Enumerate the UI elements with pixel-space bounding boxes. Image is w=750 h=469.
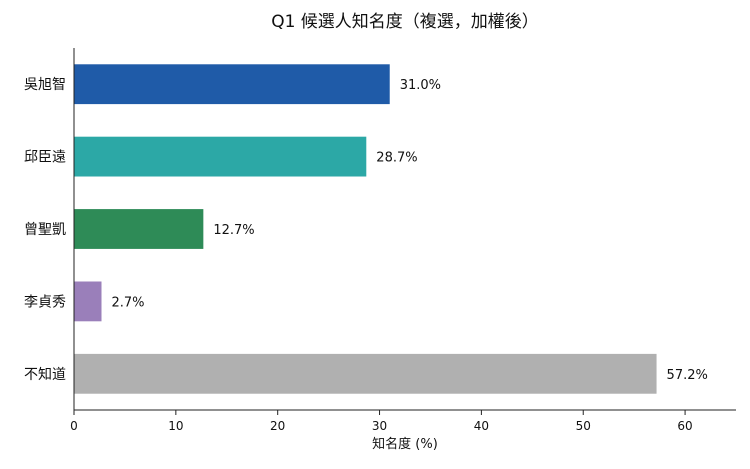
value-label: 57.2% [667,368,708,383]
x-tick-label: 20 [270,419,285,433]
bar-2 [74,209,204,249]
bar-3 [74,281,102,322]
category-label: 吳旭智 [24,77,66,93]
x-axis-ticks: 0 10 20 30 40 50 60 [70,410,693,433]
x-axis-title: 知名度 (%) [372,436,438,452]
category-label: 曾聖凱 [24,222,66,238]
value-label: 12.7% [213,223,254,238]
bars-group [74,64,657,394]
value-labels: 31.0% 28.7% 12.7% 2.7% 57.2% [111,78,707,383]
x-tick-label: 0 [70,419,78,433]
bar-4 [74,353,657,394]
value-label: 28.7% [376,151,417,166]
value-label: 2.7% [111,295,144,310]
bar-0 [74,64,390,105]
x-tick-label: 40 [474,419,489,433]
category-label: 邱臣遠 [24,150,66,166]
value-label: 31.0% [400,78,441,93]
category-label: 李貞秀 [24,294,66,310]
category-label: 不知道 [24,366,66,383]
x-tick-label: 30 [372,419,387,433]
x-tick-label: 50 [576,419,591,433]
chart-title: Q1 候選人知名度（複選，加權後） [271,12,539,32]
x-tick-label: 60 [677,419,692,433]
x-tick-label: 10 [168,419,183,433]
bar-1 [74,136,367,177]
